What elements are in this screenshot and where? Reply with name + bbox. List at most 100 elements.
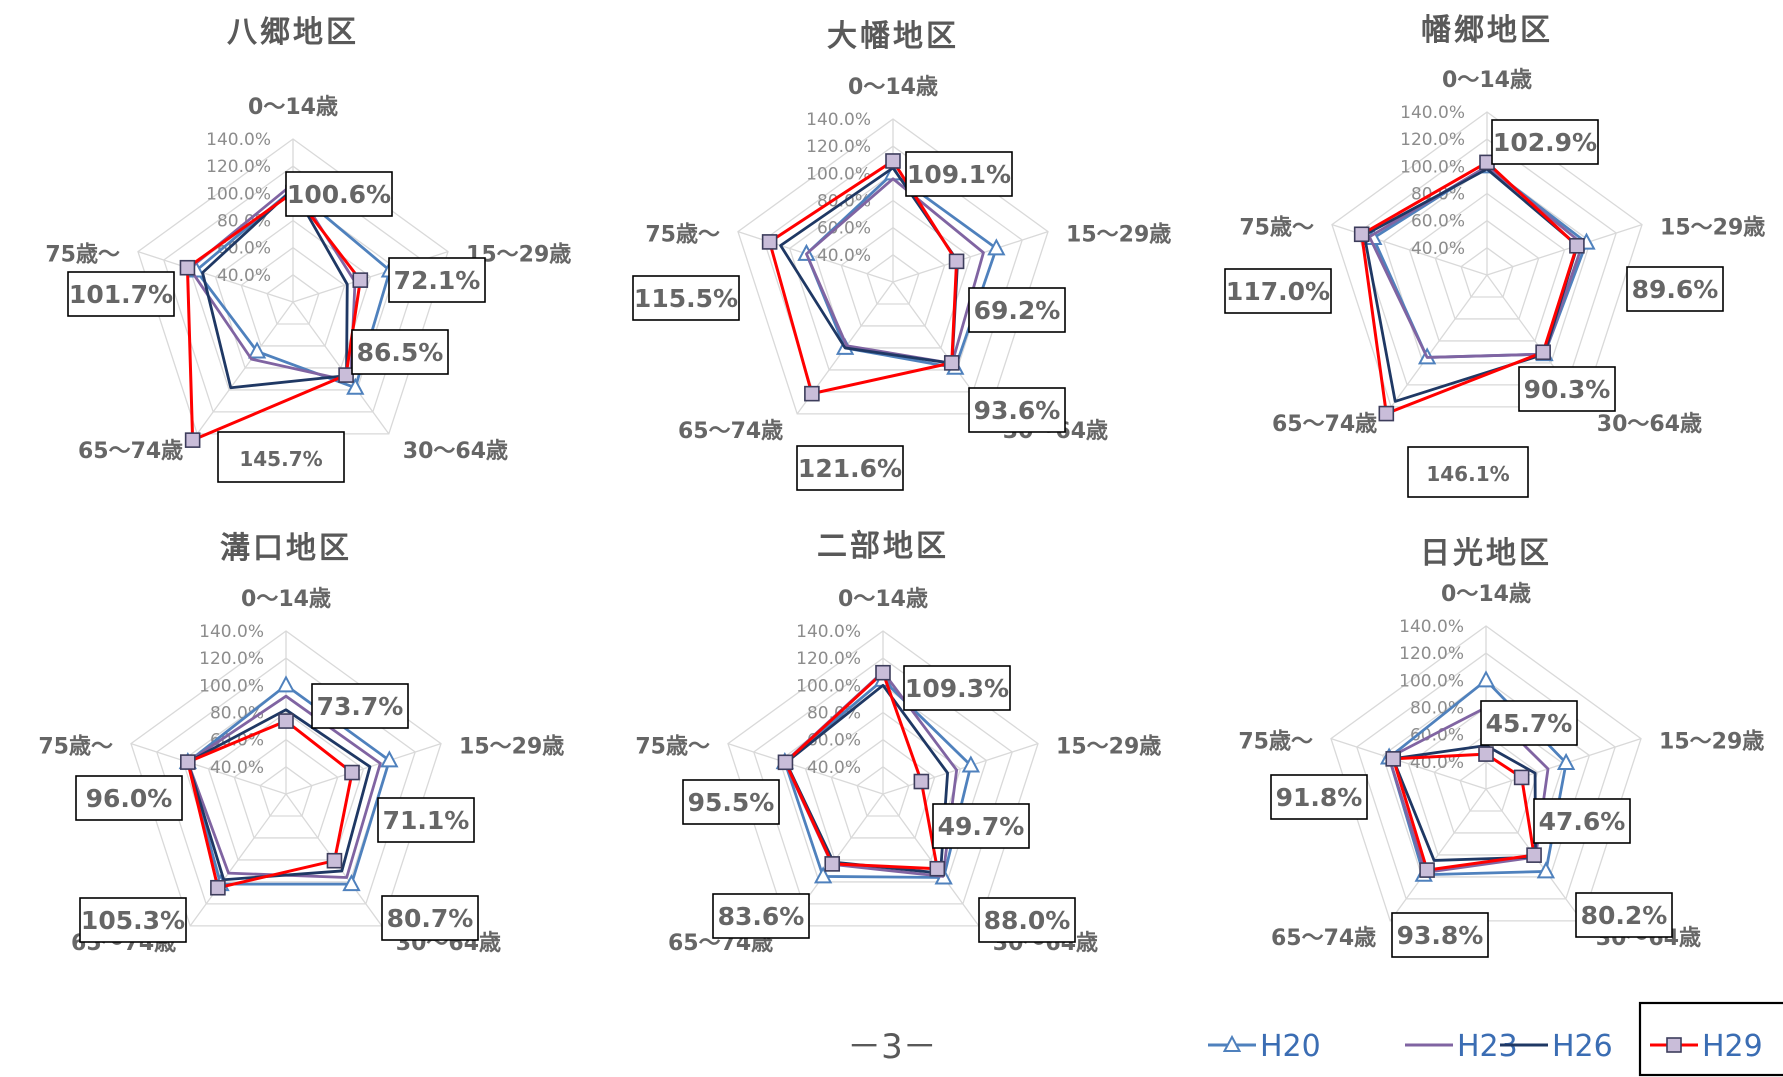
point-H29 [338,367,354,383]
tick-label: 120.0% [796,649,861,669]
axis-label: 75歳～ [1239,216,1314,241]
series-H23 [1387,706,1550,874]
tick-label: 140.0% [806,110,871,130]
tick-label: 40.0% [210,758,264,778]
point-H29 [1513,769,1530,786]
spoke [137,251,294,303]
point-H29 [824,856,841,872]
series-H29 [180,713,360,896]
callout-label: 109.3% [905,674,1009,703]
series-line-H26 [1391,744,1537,862]
radar-charts: 八郷地区 40.0% 60.0% 80.0% 100.0% 120.0% 140.0% 0～1… [38,13,1765,958]
spoke [1330,738,1487,790]
chart-title: 大幡地区 [827,19,959,54]
callout-label: 71.1% [383,806,470,835]
series-H29 [761,153,965,402]
callout-label: 80.2% [1581,901,1668,930]
spoke [196,301,294,435]
value-callout: 115.5% [632,275,740,321]
point-H20 [346,377,365,395]
series-H29 [777,664,946,877]
series-line-H29 [1360,160,1579,416]
tick-label: 120.0% [1399,644,1464,664]
tick-label: 100.0% [206,184,271,204]
tick-label: 40.0% [807,758,861,778]
radar-chart-2: 大幡地区40.0%60.0%80.0%100.0%120.0%140.0%0～1… [632,19,1171,491]
point-H29 [1569,237,1585,254]
grid-ring [1408,192,1566,342]
series-line-H29 [186,719,354,890]
point-H29 [948,253,965,270]
grid-ring [840,226,946,327]
grid-ring [830,738,936,839]
point-H29 [929,860,946,877]
grid-ring [1434,219,1540,320]
value-callout: 90.3% [1518,366,1616,412]
tick-label: 100.0% [806,164,871,184]
grid-ring [266,274,320,325]
series-H26 [201,187,349,390]
grid-ring [814,199,972,349]
callout-label: 95.5% [688,788,775,817]
grid-ring [1459,761,1513,812]
grid-ring [1460,247,1514,298]
axis-label: 15～29歳 [1659,730,1764,755]
tick-label: 140.0% [1400,103,1465,123]
value-callout: 101.7% [67,271,175,317]
point-H29 [278,713,294,729]
value-callout: 109.3% [903,665,1011,711]
callout-label: 115.5% [634,284,738,313]
value-callout: 109.1% [905,151,1013,197]
spoke [1389,788,1487,922]
grid-ring [1357,138,1617,386]
series-H29 [1385,746,1542,878]
point-H29 [1353,226,1370,243]
point-H29 [1526,847,1542,863]
spoke [189,793,287,927]
point-H29 [885,153,901,169]
point-H29 [875,664,891,681]
value-callout: 93.6% [968,387,1066,433]
value-callout: 88.0% [978,897,1076,943]
axis-label: 65～74歳 [78,439,183,464]
callout-label: 47.6% [1539,807,1626,836]
callout-label: 49.7% [938,812,1025,841]
point-H29 [180,754,196,770]
value-callout: 47.6% [1533,798,1631,844]
value-callout: 95.5% [682,779,780,825]
series-line-H26 [186,708,372,882]
callout-label: 72.1% [394,266,481,295]
page-number: －3－ [847,1027,937,1067]
value-callout: 89.6% [1626,266,1724,312]
axis-label: 65～74歳 [1271,926,1376,951]
series-line-H20 [194,187,392,390]
grid-ring [856,766,910,817]
axis-label: 30～64歳 [1597,412,1702,437]
callout-label: 83.6% [718,902,805,931]
tick-label: 140.0% [1399,617,1464,637]
callout-label: 96.0% [86,784,173,813]
axis-label: 75歳～ [645,223,720,248]
grid-ring [763,145,1023,393]
axis-label: 0～14歳 [248,95,338,120]
series-H29 [1353,154,1585,422]
radar-chart-5: 二部地区40.0%60.0%80.0%100.0%120.0%140.0%0～1… [635,529,1161,956]
point-H20 [1536,861,1556,879]
callout-label: 121.6% [798,454,902,483]
point-H29 [210,879,226,896]
point-H29 [326,852,343,869]
callout-label: 93.6% [974,396,1061,425]
axis-label: 75歳～ [1238,730,1313,755]
series-line-H29 [185,191,362,442]
series-line-H26 [201,187,349,390]
value-callout: 80.2% [1575,892,1673,938]
value-callout: 145.7% [217,431,345,483]
grid-ring [259,766,313,817]
tick-label: 60.0% [1411,212,1465,232]
point-H20 [813,866,833,884]
point-H29 [344,764,360,781]
callout-label: 89.6% [1632,275,1719,304]
grid-ring [737,118,1049,415]
grid-ring [778,684,988,883]
